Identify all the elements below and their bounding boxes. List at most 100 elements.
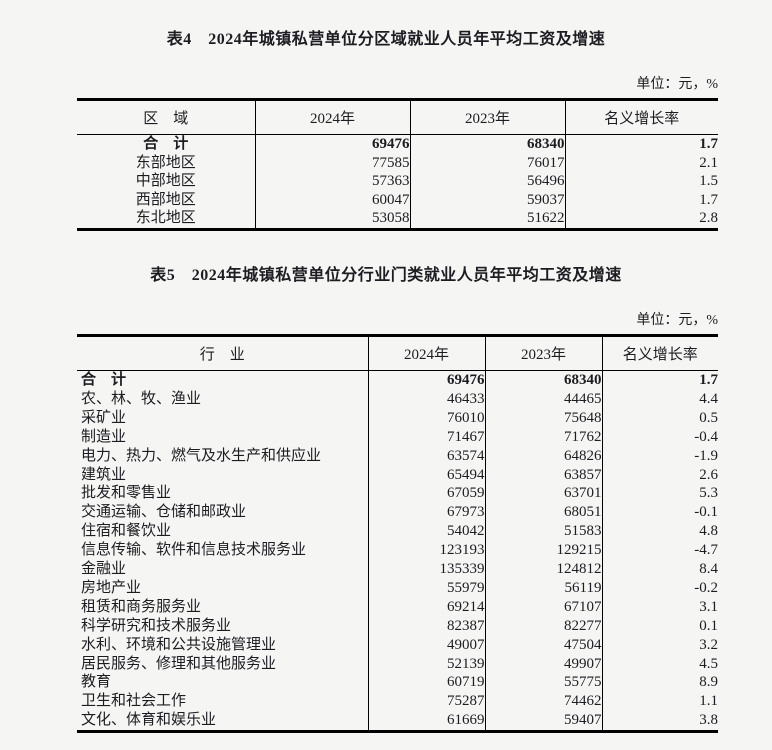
- row-value: 56496: [409, 172, 565, 191]
- table-row: 东北地区 53058 51622 2.8: [77, 209, 718, 230]
- column-header-industry: 行 业: [77, 335, 368, 371]
- row-value: 60719: [367, 673, 485, 693]
- table-row: 合 计 69476 68340 1.7: [77, 370, 718, 390]
- row-value: 65494: [367, 465, 485, 485]
- row-label: 卫生和社会工作: [81, 693, 187, 710]
- table-row: 教育 60719 55775 8.9: [77, 673, 718, 693]
- column-header-2024: 2024年: [254, 99, 410, 135]
- row-label: 居民服务、修理和其他服务业: [81, 655, 277, 672]
- row-value: 71467: [367, 427, 485, 447]
- row-value: 75648: [484, 408, 602, 428]
- row-value: 3.1: [601, 597, 718, 617]
- row-value: 54042: [367, 522, 485, 542]
- table-row: 农、林、牧、渔业 46433 44465 4.4: [77, 389, 718, 409]
- table-row: 文化、体育和娱乐业 61669 59407 3.8: [77, 711, 718, 732]
- row-value: 69214: [367, 597, 485, 617]
- row-value: 68340: [409, 134, 565, 154]
- row-value: 74462: [484, 692, 602, 712]
- table-row: 卫生和社会工作 75287 74462 1.1: [77, 692, 718, 712]
- row-value: 2.8: [564, 209, 718, 230]
- row-value: 57363: [254, 172, 410, 191]
- row-value: 4.5: [601, 654, 718, 674]
- table-row: 采矿业 76010 75648 0.5: [77, 408, 718, 428]
- table-row: 房地产业 55979 56119 -0.2: [77, 578, 718, 598]
- table-row: 交通运输、仓储和邮政业 67973 68051 -0.1: [77, 503, 718, 523]
- row-value: 135339: [367, 560, 485, 579]
- row-label: 住宿和餐饮业: [81, 523, 172, 540]
- table-row: 批发和零售业 67059 63701 5.3: [77, 484, 718, 504]
- row-value: 2.1: [564, 153, 718, 173]
- row-value: 68051: [484, 503, 602, 523]
- row-value: 60047: [254, 190, 410, 210]
- row-label: 金融业: [81, 561, 127, 578]
- row-value: 69476: [367, 370, 485, 390]
- row-value: 1.7: [564, 134, 718, 154]
- row-value: 2.6: [601, 465, 718, 485]
- row-value: 55775: [484, 673, 602, 693]
- row-value: 49007: [367, 635, 485, 655]
- row-label: 批发和零售业: [81, 485, 172, 502]
- row-value: 63857: [484, 465, 602, 485]
- row-value: 76017: [409, 153, 565, 173]
- column-header-growth: 名义增长率: [601, 335, 718, 371]
- row-value: 67059: [367, 484, 485, 504]
- row-value: 67107: [484, 597, 602, 617]
- table5-header: 行 业 2024年 2023年 名义增长率: [77, 335, 718, 371]
- row-label: 科学研究和技术服务业: [81, 617, 232, 634]
- table-row: 制造业 71467 71762 -0.4: [77, 427, 718, 447]
- column-header-region: 区 域: [77, 99, 255, 135]
- row-value: 123193: [367, 541, 485, 561]
- row-value: 63574: [367, 446, 485, 466]
- table4-body: 合 计 69476 68340 1.7 东部地区 77585 76017 2.1 中部地区 573…: [77, 134, 718, 230]
- column-header-2023: 2023年: [484, 335, 602, 371]
- table-row: 科学研究和技术服务业 82387 82277 0.1: [77, 616, 718, 636]
- row-value: 55979: [367, 578, 485, 598]
- row-value: 124812: [484, 560, 602, 579]
- row-value: 49907: [484, 654, 602, 674]
- table-row: 西部地区 60047 59037 1.7: [77, 190, 718, 210]
- row-value: 1.1: [601, 692, 718, 712]
- row-label: 电力、热力、燃气及水生产和供应业: [81, 447, 322, 464]
- table-row: 居民服务、修理和其他服务业 52139 49907 4.5: [77, 654, 718, 674]
- row-value: 59037: [409, 190, 565, 210]
- row-label: 信息传输、软件和信息技术服务业: [81, 542, 307, 559]
- table4-unit-note: 单位：元，%: [636, 77, 718, 92]
- row-value: 1.7: [564, 190, 718, 210]
- row-label: 房地产业: [81, 579, 142, 596]
- table4-title: 表4 2024年城镇私营单位分区域就业人员年平均工资及增速: [166, 31, 606, 48]
- row-label: 合 计: [143, 136, 189, 152]
- table5-unit-note: 单位：元，%: [636, 312, 718, 328]
- industry-wage-table: 行 业 2024年 2023年 名义增长率 合 计 69476 68340 1.7 农、…: [77, 333, 718, 734]
- row-label: 租赁和商务服务业: [81, 598, 202, 615]
- table5-body: 合 计 69476 68340 1.7 农、林、牧、渔业 46433 44465 4.4 采矿业…: [77, 370, 718, 732]
- row-value: 53058: [254, 209, 410, 230]
- row-value: 47504: [484, 635, 602, 655]
- column-header-2023: 2023年: [409, 99, 565, 135]
- row-label: 农、林、牧、渔业: [81, 390, 202, 407]
- row-value: 3.8: [601, 711, 718, 732]
- table-row: 中部地区 57363 56496 1.5: [77, 172, 718, 191]
- table-row: 租赁和商务服务业 69214 67107 3.1: [77, 597, 718, 617]
- row-value: 46433: [367, 389, 485, 409]
- row-value: -0.4: [601, 427, 718, 447]
- row-value: 129215: [484, 541, 602, 561]
- column-header-growth: 名义增长率: [564, 99, 718, 135]
- row-value: 69476: [254, 134, 410, 154]
- row-label: 东部地区: [135, 154, 196, 171]
- row-value: 0.1: [601, 616, 718, 636]
- row-value: 67973: [367, 503, 485, 523]
- table4-header: 区 域 2024年 2023年 名义增长率: [77, 99, 718, 135]
- row-value: 59407: [484, 711, 602, 732]
- row-value: 56119: [484, 578, 602, 598]
- row-value: 71762: [484, 427, 602, 447]
- row-label: 制造业: [81, 428, 127, 445]
- table-row: 水利、环境和公共设施管理业 49007 47504 3.2: [77, 635, 718, 655]
- column-header-2024: 2024年: [367, 335, 485, 371]
- row-value: 76010: [367, 408, 485, 428]
- table-row: 电力、热力、燃气及水生产和供应业 63574 64826 -1.9: [77, 446, 718, 466]
- table-row: 住宿和餐饮业 54042 51583 4.8: [77, 522, 718, 542]
- row-value: 0.5: [601, 408, 718, 428]
- row-label: 文化、体育和娱乐业: [81, 712, 217, 729]
- table-row: 信息传输、软件和信息技术服务业 123193 129215 -4.7: [77, 541, 718, 561]
